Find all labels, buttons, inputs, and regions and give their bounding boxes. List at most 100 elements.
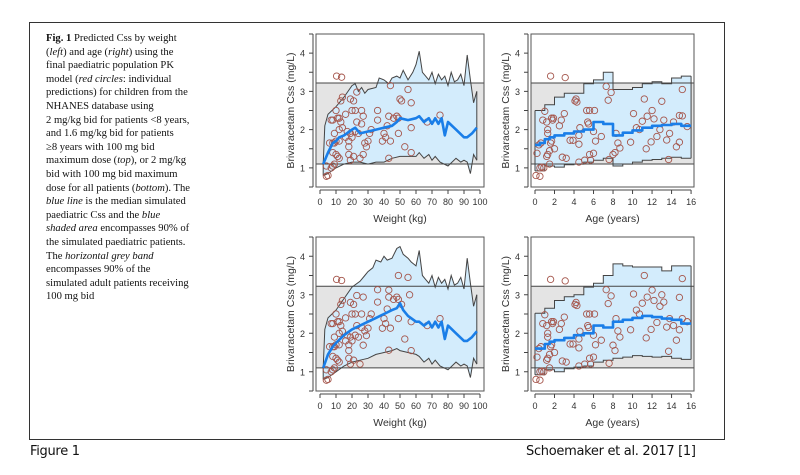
x-tick-label: 90 bbox=[459, 401, 469, 411]
caption-emphasis: blue line bbox=[46, 196, 83, 208]
individual-prediction-point bbox=[396, 95, 404, 103]
caption-text: paediatric Css and the bbox=[46, 209, 142, 221]
x-tick-label: 70 bbox=[427, 197, 437, 207]
caption-text: predictions) for children from the bbox=[46, 87, 188, 99]
individual-prediction-point bbox=[658, 291, 666, 299]
individual-prediction-point bbox=[678, 85, 686, 94]
x-tick-label: 80 bbox=[443, 197, 453, 207]
caption-line: encompasses 90% of the bbox=[46, 263, 221, 277]
individual-prediction-point bbox=[346, 333, 355, 341]
x-tick-label: 2 bbox=[552, 197, 557, 207]
median-line bbox=[321, 301, 478, 369]
x-tick-label: 60 bbox=[411, 197, 421, 207]
caption-text: 2 mg/kg bid for patients <8 years, bbox=[46, 114, 190, 126]
individual-prediction-point bbox=[332, 275, 341, 284]
individual-prediction-point bbox=[373, 298, 382, 306]
individual-prediction-point bbox=[626, 326, 635, 334]
individual-prediction-point bbox=[393, 112, 401, 120]
individual-prediction-point bbox=[397, 97, 406, 105]
individual-prediction-point bbox=[436, 111, 444, 119]
individual-prediction-point bbox=[329, 366, 337, 374]
individual-prediction-point bbox=[381, 133, 390, 141]
individual-prediction-point bbox=[359, 112, 367, 120]
individual-prediction-point bbox=[604, 299, 612, 308]
y-tick-label: 1 bbox=[515, 163, 520, 173]
x-tick-label: 2 bbox=[552, 401, 557, 411]
individual-prediction-point bbox=[653, 318, 661, 327]
x-tick-label: 0 bbox=[532, 197, 537, 207]
x-tick-label: 6 bbox=[591, 401, 596, 411]
individual-prediction-point bbox=[602, 286, 610, 294]
plot-box bbox=[530, 33, 695, 188]
plot-box bbox=[530, 236, 695, 392]
x-tick-label: 100 bbox=[472, 197, 487, 207]
x-tick-label: 50 bbox=[395, 401, 405, 411]
individual-prediction-point bbox=[549, 114, 558, 122]
individual-prediction-point bbox=[407, 148, 415, 157]
individual-prediction-point bbox=[675, 111, 684, 120]
individual-prediction-point bbox=[566, 136, 574, 144]
individual-prediction-point bbox=[541, 107, 549, 115]
paediatric-90pct-band bbox=[535, 72, 692, 171]
x-tick-label: 90 bbox=[459, 197, 469, 207]
individual-prediction-point bbox=[345, 346, 353, 355]
caption-line: predictions) for children from the bbox=[46, 86, 221, 100]
median-line bbox=[535, 120, 692, 147]
individual-prediction-point bbox=[566, 340, 574, 348]
individual-prediction-point bbox=[573, 98, 581, 106]
caption-text: 100 mg bid bbox=[46, 291, 95, 303]
individual-prediction-point bbox=[584, 323, 593, 332]
individual-prediction-point bbox=[550, 145, 559, 153]
individual-prediction-point bbox=[607, 292, 615, 300]
band-upper-line bbox=[322, 245, 478, 368]
caption-text: : individual bbox=[122, 73, 172, 85]
individual-prediction-point bbox=[663, 323, 671, 331]
x-tick-label: 8 bbox=[611, 401, 616, 411]
figure-caption: Fig. 1 Predicted Css by weight (left) and… bbox=[46, 32, 221, 304]
individual-prediction-point bbox=[341, 314, 350, 322]
individual-prediction-point bbox=[332, 310, 340, 318]
caption-line: NHANES database using bbox=[46, 100, 221, 114]
caption-text: ≥8 years with 100 mg bid bbox=[46, 141, 155, 153]
individual-prediction-point bbox=[338, 93, 347, 101]
individual-prediction-point bbox=[536, 172, 544, 180]
median-line bbox=[322, 114, 478, 165]
individual-prediction-point bbox=[669, 321, 678, 330]
individual-prediction-point bbox=[353, 88, 361, 96]
individual-prediction-point bbox=[585, 106, 594, 115]
individual-prediction-point bbox=[607, 88, 615, 97]
individual-prediction-point bbox=[678, 274, 686, 283]
individual-prediction-point bbox=[543, 356, 551, 364]
band-lower-line bbox=[323, 151, 478, 176]
individual-prediction-point bbox=[401, 335, 409, 343]
individual-prediction-point bbox=[672, 336, 681, 344]
individual-prediction-point bbox=[333, 152, 342, 161]
individual-prediction-point bbox=[558, 153, 566, 161]
individual-prediction-point bbox=[544, 150, 552, 159]
y-tick-label: 4 bbox=[515, 252, 520, 262]
individual-prediction-point bbox=[664, 155, 673, 164]
x-tick-label: 40 bbox=[379, 401, 389, 411]
x-axis-label: Weight (kg) bbox=[373, 417, 427, 429]
individual-prediction-point bbox=[590, 106, 599, 115]
individual-prediction-point bbox=[349, 152, 358, 161]
individual-prediction-point bbox=[386, 81, 395, 90]
individual-prediction-point bbox=[597, 132, 605, 141]
x-tick-label: 30 bbox=[363, 197, 373, 207]
individual-prediction-point bbox=[575, 344, 583, 352]
caption-line: 2 mg/kg bid for patients <8 years, bbox=[46, 114, 221, 128]
individual-prediction-point bbox=[560, 109, 568, 118]
individual-prediction-point bbox=[546, 275, 555, 284]
individual-prediction-point bbox=[394, 129, 403, 138]
individual-prediction-point bbox=[329, 319, 337, 328]
individual-prediction-point bbox=[547, 114, 556, 122]
y-axis-label: Brivaracetam Css (mg/L) bbox=[285, 256, 297, 372]
x-tick-label: 0 bbox=[317, 197, 322, 207]
individual-prediction-point bbox=[367, 310, 375, 318]
individual-prediction-point bbox=[532, 375, 540, 384]
x-tick-label: 10 bbox=[331, 401, 341, 411]
individual-prediction-point bbox=[330, 129, 339, 138]
individual-prediction-point bbox=[544, 329, 552, 337]
caption-text: model ( bbox=[46, 73, 79, 85]
